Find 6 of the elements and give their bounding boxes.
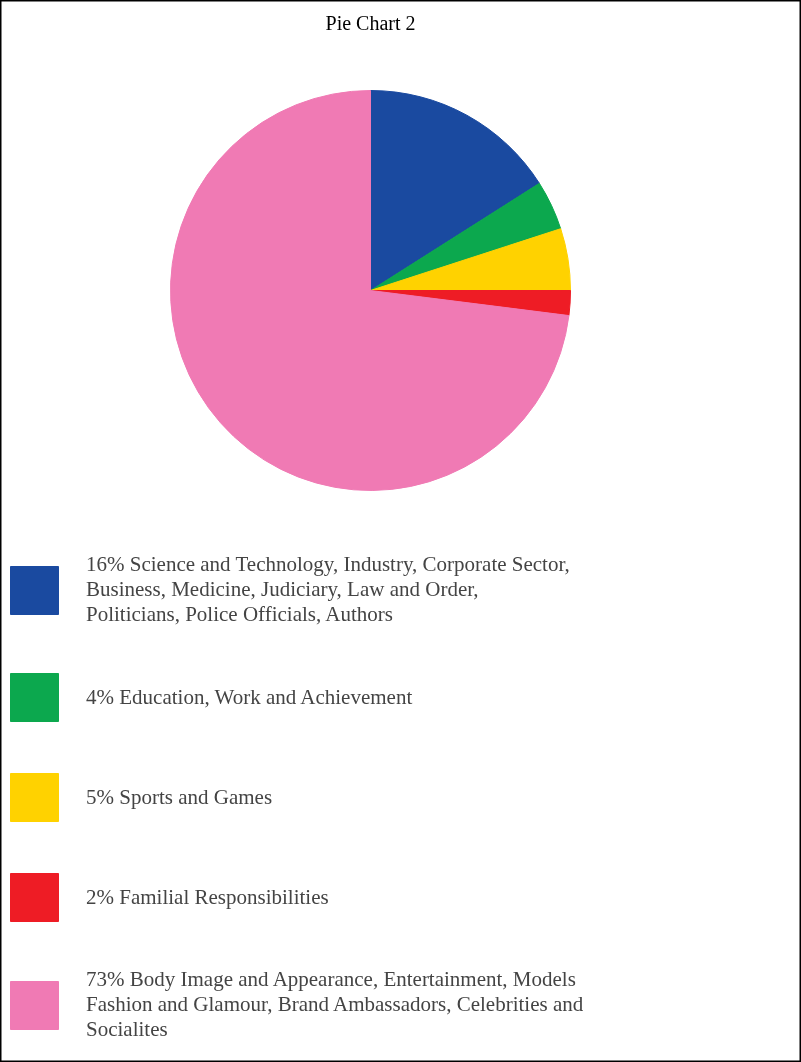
legend-label: 73% Body Image and Appearance, Entertainment, Models Fashion and Glamour, Brand Ambassadors, Celebrities and Socialites	[86, 967, 584, 1042]
chart-title: Pie Chart 2	[325, 11, 416, 34]
legend-label: 2% Familial Responsibilities	[86, 884, 329, 910]
legend-label: 4% Education, Work and Achievement	[86, 684, 413, 710]
legend-label: 5% Sports and Games	[86, 784, 273, 810]
legend-label: 16% Science and Technology, Industry, Corporate Sector, Business, Medicine, Judiciary, Law and Order, Politicians, Police Officials, Authors	[86, 552, 570, 627]
